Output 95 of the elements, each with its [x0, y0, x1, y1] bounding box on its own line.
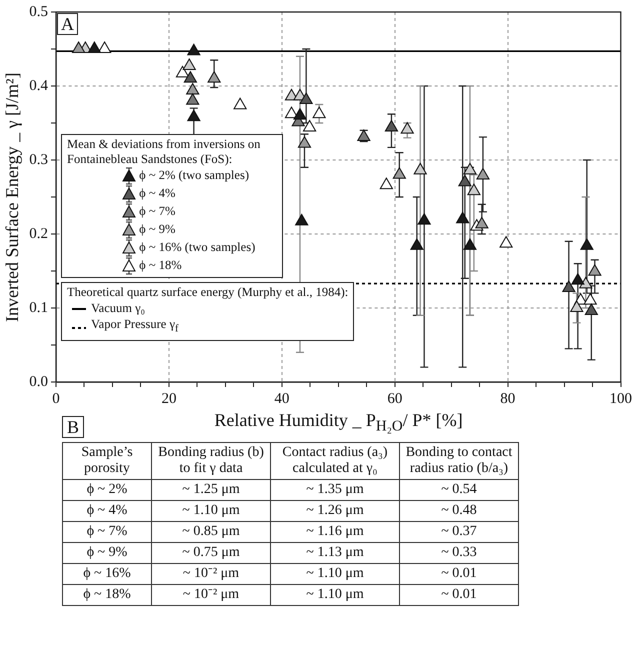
x-tick-label: 0: [52, 390, 60, 407]
point: [98, 42, 112, 53]
y-axis-title: Inverted Surface Energy _ γ [J/m²]: [2, 72, 23, 322]
legend-label: ϕ ~ 7%: [138, 203, 176, 220]
point: [584, 303, 598, 315]
point: [463, 238, 477, 250]
point: [184, 71, 197, 83]
x-tick-label: 80: [500, 390, 516, 407]
text: ϕ ~ 4%: [62, 500, 152, 522]
point: [410, 238, 424, 250]
text: ~ 1.35 μm: [270, 480, 400, 500]
text: ϕ ~ 2%: [62, 480, 152, 500]
point: [208, 71, 221, 83]
x-axis-title: Relative Humidity _ P$_{H₂O}$/ P* [%]: [214, 410, 463, 436]
x-tick-label: 20: [161, 390, 176, 407]
y-tick-label: 0.0: [29, 374, 48, 390]
text: ~ 0.01: [400, 564, 518, 584]
point: [579, 276, 592, 288]
annotation: Theoretical quartz surface energy (Murphy et al., 1984):: [67, 285, 348, 300]
text: ~ 0.75 μm: [152, 542, 270, 564]
text: Sample’s porosity: [62, 442, 152, 480]
text: ϕ ~ 18%: [62, 584, 152, 606]
point: [186, 82, 200, 94]
y-tick-label: 0.4: [29, 78, 48, 94]
point: [186, 93, 200, 105]
text: ~ 0.01: [400, 584, 518, 606]
text: ~ 1.10 μm: [152, 500, 270, 522]
point: [72, 42, 86, 53]
legend-label: ϕ ~ 2% (two samples): [138, 167, 250, 184]
text: ϕ ~ 7%: [62, 522, 152, 542]
text: ~ 1.10 μm: [270, 584, 400, 606]
point: [418, 213, 431, 225]
text: Bonding radius (b) to fit γ data: [152, 442, 270, 480]
point: [463, 162, 477, 174]
point: [187, 110, 200, 122]
text: Contact radius (a₃) calculated at γ₀: [270, 442, 400, 480]
text: ~ 0.85 μm: [152, 522, 270, 542]
y-tick-label: 0.2: [29, 226, 48, 242]
point: [475, 216, 488, 228]
legend-label: Vacuum γ₀: [91, 300, 146, 316]
text: ~ 1.10 μm: [270, 564, 400, 584]
point: [414, 162, 427, 174]
point: [476, 168, 490, 180]
point: [384, 120, 398, 132]
y-tick-label: 0.1: [29, 300, 48, 316]
point: [467, 184, 480, 196]
point: [392, 167, 406, 179]
legend-label: ϕ ~ 9%: [138, 221, 176, 238]
point: [293, 108, 307, 120]
point: [176, 66, 190, 78]
text: ~ 1.16 μm: [270, 522, 400, 542]
point: [584, 293, 597, 305]
text: ϕ ~ 9%: [62, 542, 152, 564]
text: Bonding to contact radius ratio (b/a₃): [400, 442, 518, 480]
point: [303, 120, 316, 132]
point: [300, 92, 313, 104]
text: B: [62, 416, 84, 438]
text: ~ 0.54: [400, 480, 518, 500]
point: [571, 273, 584, 285]
point: [570, 300, 584, 312]
legend-label: Vapor Pressure γ$_{f}$: [91, 316, 178, 336]
text: ~ 1.13 μm: [270, 542, 400, 564]
text: ~ 10⁻² μm: [152, 564, 270, 584]
point: [88, 42, 101, 53]
point: [312, 106, 326, 118]
x-tick-label: 100: [610, 390, 632, 407]
text: ~ 1.25 μm: [152, 480, 270, 500]
x-tick-label: 60: [387, 390, 402, 407]
y-tick-label: 0.5: [29, 4, 48, 20]
legend-title: Mean & deviations from inversions on Fontainebleau Sandstones (FoS):: [67, 137, 262, 168]
legend-label: ϕ ~ 4%: [138, 185, 176, 202]
text: ~ 1.26 μm: [270, 500, 400, 522]
text: ~ 0.48: [400, 500, 518, 522]
point: [295, 214, 308, 226]
point: [456, 212, 470, 224]
text: ~ 0.33: [400, 542, 518, 564]
point: [182, 58, 196, 70]
text: ~ 0.37: [400, 522, 518, 542]
point: [580, 238, 594, 250]
text: ~ 10⁻² μm: [152, 584, 270, 606]
point: [234, 98, 247, 110]
legend-label: ϕ ~ 16% (two samples): [138, 239, 256, 256]
point: [400, 122, 414, 134]
point: [458, 174, 472, 186]
point: [562, 280, 576, 292]
point: [187, 44, 200, 56]
point: [588, 264, 602, 276]
y-tick-label: 0.3: [29, 152, 48, 168]
annotation: A: [57, 13, 78, 35]
legend-label: ϕ ~ 18%: [138, 257, 183, 274]
point: [500, 236, 513, 248]
x-tick-label: 40: [274, 390, 290, 407]
point: [380, 178, 393, 190]
point: [298, 136, 312, 148]
text: ϕ ~ 16%: [62, 564, 152, 584]
